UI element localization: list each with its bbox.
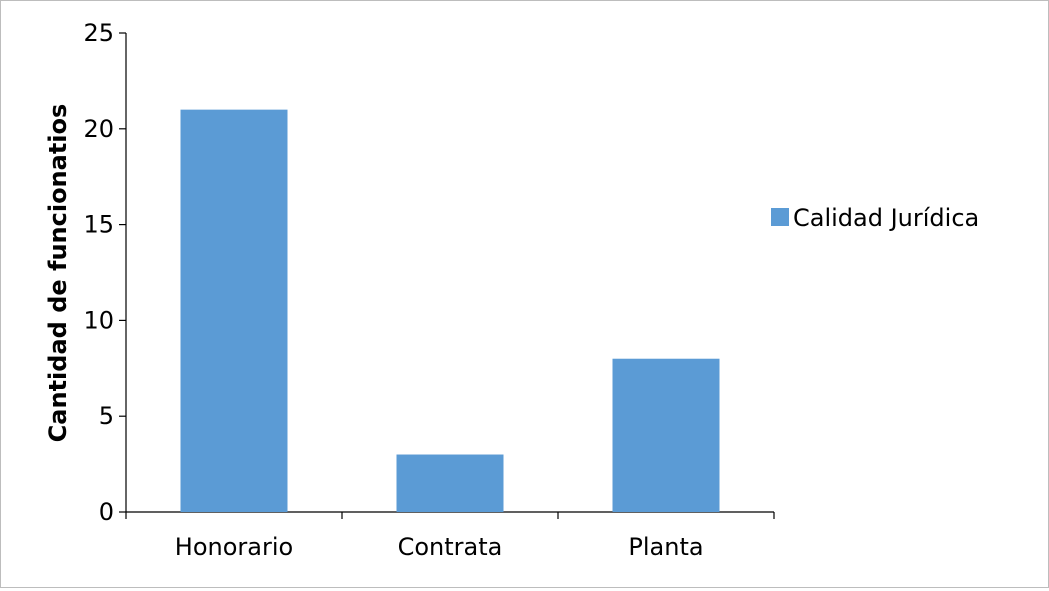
y-tick-label: 5 — [99, 402, 114, 430]
x-category-label: Contrata — [398, 533, 503, 561]
legend: Calidad Jurídica — [771, 204, 979, 232]
x-category-label: Honorario — [175, 533, 293, 561]
y-tick-label: 10 — [83, 306, 114, 334]
plot-area: 0 5 10 15 20 25 Honorario Contrata Planta — [83, 19, 775, 561]
legend-swatch — [771, 208, 789, 226]
bar-contrata — [396, 454, 504, 512]
bar-honorario — [180, 109, 288, 512]
bar-planta — [612, 358, 720, 512]
y-tick-label: 15 — [83, 211, 114, 239]
y-tick-label: 25 — [83, 19, 114, 47]
y-tick-label: 20 — [83, 115, 114, 143]
y-tick-label: 0 — [99, 498, 114, 526]
legend-label: Calidad Jurídica — [793, 204, 979, 232]
x-category-label: Planta — [628, 533, 703, 561]
y-axis-title: Cantidad de funcionatios — [44, 104, 72, 443]
